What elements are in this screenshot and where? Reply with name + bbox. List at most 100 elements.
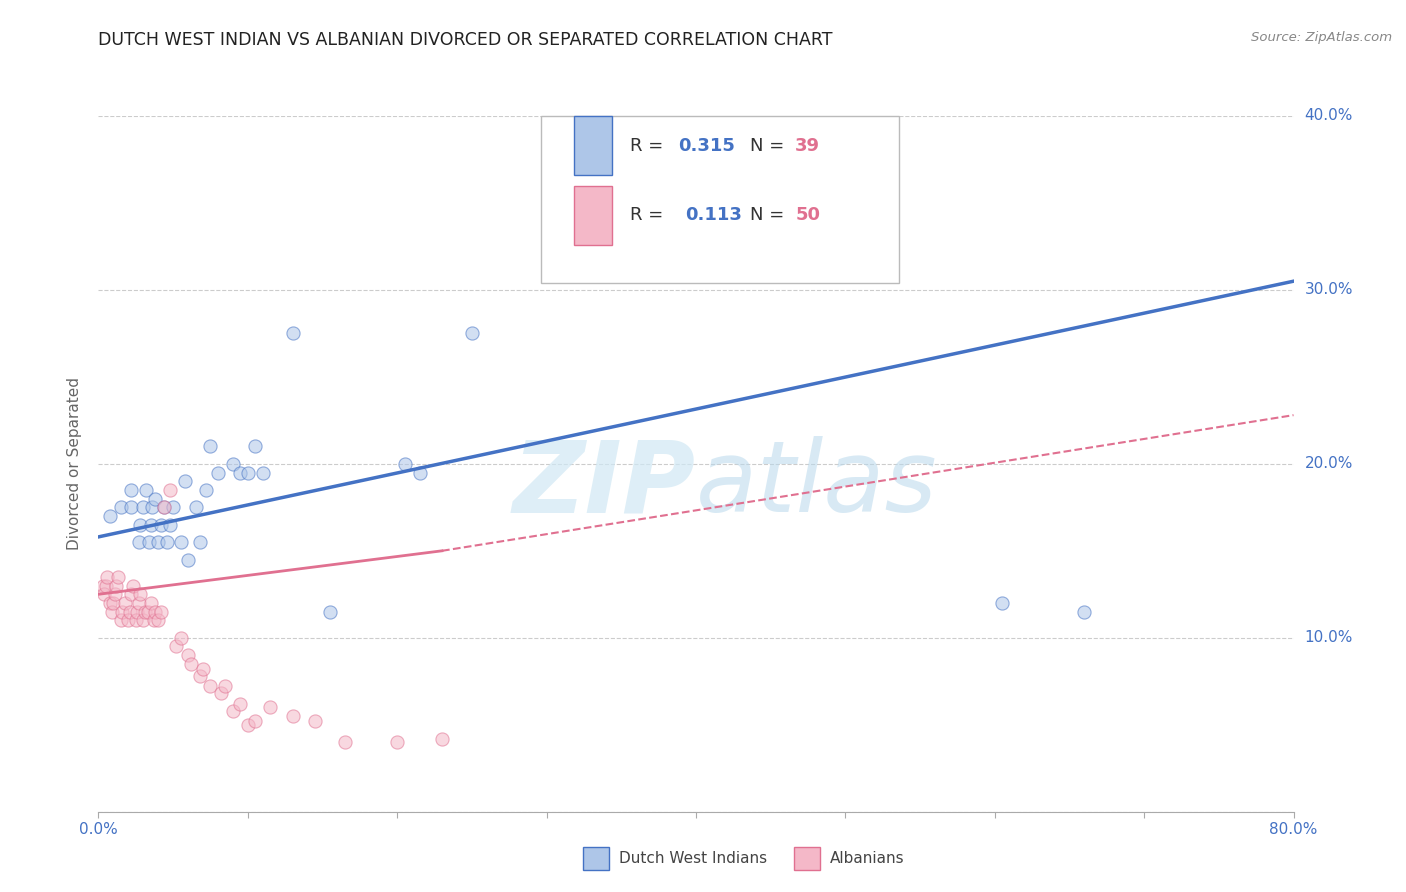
Point	[188, 669, 211, 683]
Point	[120, 500, 142, 515]
Point	[207, 466, 229, 480]
Y-axis label: Divorced or Separated: Divorced or Separated	[67, 377, 83, 550]
Point	[141, 500, 163, 515]
Point	[184, 500, 207, 515]
Point	[101, 605, 124, 619]
Point	[143, 605, 166, 619]
Point	[142, 614, 165, 628]
Text: DUTCH WEST INDIAN VS ALBANIAN DIVORCED OR SEPARATED CORRELATION CHART: DUTCH WEST INDIAN VS ALBANIAN DIVORCED O…	[98, 31, 832, 49]
Text: 50: 50	[796, 206, 820, 224]
Point	[117, 614, 139, 628]
Point	[236, 717, 259, 731]
Point	[408, 466, 430, 480]
Point	[319, 605, 342, 619]
Point	[194, 483, 218, 497]
Point	[98, 508, 122, 523]
Point	[169, 631, 191, 645]
Text: N =: N =	[749, 136, 790, 154]
Text: ZIP: ZIP	[513, 436, 696, 533]
Point	[121, 578, 143, 592]
Point	[430, 731, 453, 746]
Point	[595, 257, 617, 271]
Text: 20.0%: 20.0%	[1305, 457, 1353, 471]
Point	[110, 614, 132, 628]
Point	[169, 535, 191, 549]
Point	[162, 500, 184, 515]
Point	[134, 605, 156, 619]
Point	[136, 605, 159, 619]
Point	[461, 326, 484, 341]
Text: Albanians: Albanians	[830, 851, 904, 866]
Point	[177, 648, 200, 662]
FancyBboxPatch shape	[574, 186, 613, 244]
Point	[991, 596, 1014, 610]
Point	[153, 500, 176, 515]
Point	[229, 466, 252, 480]
Point	[150, 605, 173, 619]
Point	[245, 440, 267, 454]
Point	[94, 578, 117, 592]
Point	[128, 535, 150, 549]
Point	[180, 657, 202, 671]
Text: 39: 39	[796, 136, 820, 154]
Point	[281, 326, 304, 341]
Point	[229, 697, 252, 711]
Point	[200, 680, 222, 694]
Point	[159, 483, 181, 497]
Text: 30.0%: 30.0%	[1305, 283, 1353, 297]
Point	[98, 596, 122, 610]
FancyBboxPatch shape	[540, 116, 900, 283]
Point	[159, 517, 181, 532]
Point	[148, 614, 170, 628]
Point	[191, 662, 214, 676]
Point	[394, 457, 416, 471]
Point	[143, 491, 166, 506]
Point	[281, 709, 304, 723]
Point	[104, 587, 127, 601]
Point	[128, 596, 150, 610]
Point	[245, 714, 267, 729]
Point	[96, 570, 118, 584]
FancyBboxPatch shape	[574, 116, 613, 175]
Point	[107, 570, 129, 584]
Text: atlas: atlas	[696, 436, 938, 533]
Point	[120, 587, 142, 601]
Point	[333, 735, 356, 749]
Point	[103, 596, 125, 610]
Point	[385, 735, 409, 749]
Point	[165, 640, 187, 654]
Text: 0.315: 0.315	[678, 136, 735, 154]
Point	[138, 535, 160, 549]
Point	[93, 587, 115, 601]
Point	[91, 578, 114, 592]
Point	[129, 587, 152, 601]
Point	[139, 517, 162, 532]
Point	[156, 535, 179, 549]
Point	[139, 596, 162, 610]
Text: 0.113: 0.113	[685, 206, 742, 224]
Point	[259, 700, 281, 714]
Point	[236, 466, 259, 480]
Point	[209, 686, 232, 700]
Text: 40.0%: 40.0%	[1305, 109, 1353, 123]
Point	[132, 500, 155, 515]
Point	[177, 552, 200, 566]
Point	[214, 680, 236, 694]
Point	[135, 483, 157, 497]
Point	[222, 704, 245, 718]
Text: Dutch West Indians: Dutch West Indians	[619, 851, 766, 866]
Point	[105, 578, 128, 592]
Point	[304, 714, 326, 729]
Point	[118, 605, 141, 619]
Point	[200, 440, 222, 454]
Text: R =: R =	[630, 136, 669, 154]
Point	[125, 614, 148, 628]
Point	[252, 466, 274, 480]
Point	[111, 605, 134, 619]
Point	[129, 517, 152, 532]
Point	[110, 500, 132, 515]
Point	[222, 457, 245, 471]
Point	[120, 483, 142, 497]
Text: N =: N =	[749, 206, 790, 224]
Point	[148, 535, 170, 549]
